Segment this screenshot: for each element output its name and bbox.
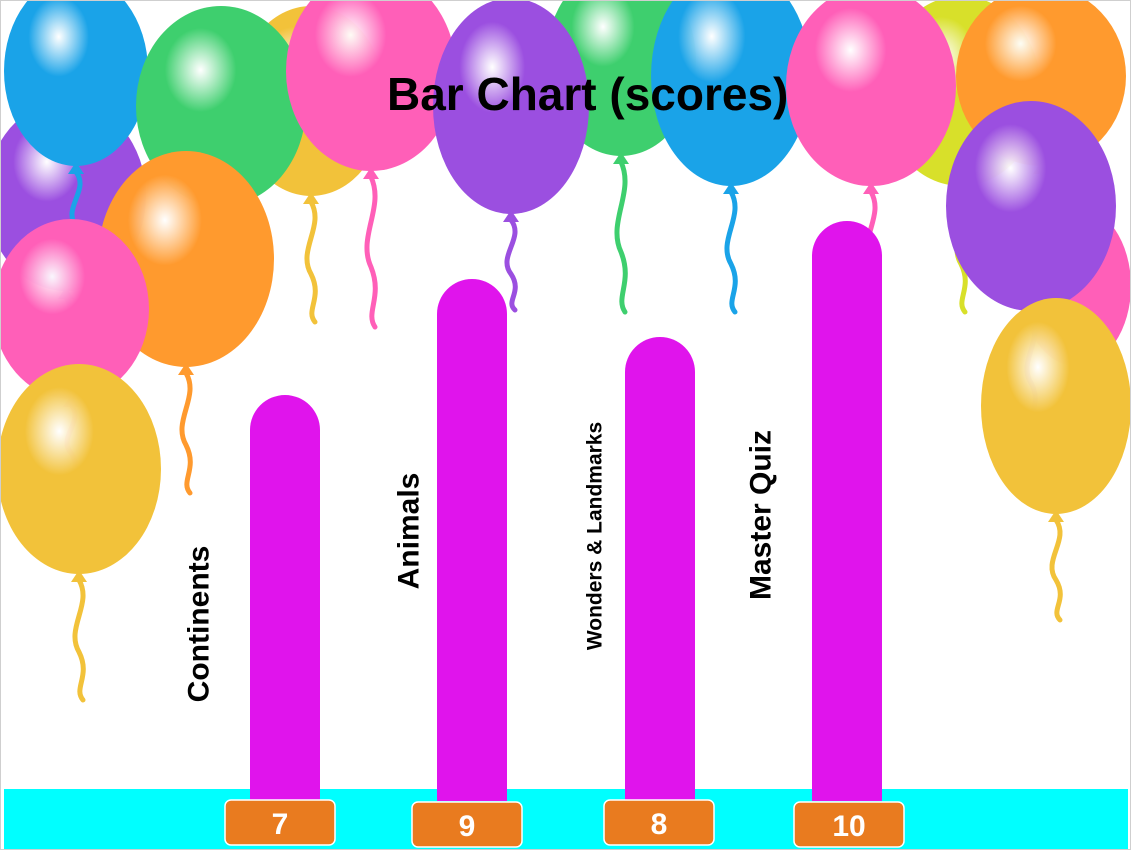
- category-label: Wonders & Landmarks: [584, 422, 607, 650]
- value-badge: [793, 801, 905, 848]
- category-label: Master Quiz: [745, 430, 778, 600]
- ribbon-icon: [614, 159, 628, 315]
- balloon-icon: [1, 364, 161, 703]
- balloon-icon: [286, 1, 456, 330]
- ribbon-icon: [364, 174, 378, 330]
- balloon-icon: [981, 298, 1130, 623]
- data-label: 7: [272, 808, 289, 841]
- ribbon-icon: [179, 370, 193, 496]
- balloon-icon: [433, 1, 589, 313]
- ribbon-icon: [504, 217, 518, 313]
- ribbon-icon: [1049, 517, 1063, 623]
- ribbon-icon: [72, 577, 86, 703]
- bar-animals: [437, 279, 507, 801]
- bar-wonders-landmarks: [625, 337, 695, 801]
- data-label: 9: [459, 810, 476, 843]
- category-label: Continents: [183, 546, 216, 703]
- data-label: 10: [832, 810, 865, 843]
- ribbon-icon: [304, 199, 318, 325]
- value-badge: [411, 801, 523, 848]
- value-badge: [224, 799, 336, 846]
- value-badge: [603, 799, 715, 846]
- chart-title: Bar Chart (scores): [387, 68, 789, 120]
- ribbon-icon: [724, 189, 738, 315]
- bar-master-quiz: [812, 221, 882, 801]
- bar-continents: [250, 395, 320, 801]
- category-label: Animals: [393, 473, 426, 590]
- data-label: 8: [651, 808, 668, 841]
- chart-floor-band: [4, 789, 1128, 849]
- balloon-icon: [651, 1, 811, 315]
